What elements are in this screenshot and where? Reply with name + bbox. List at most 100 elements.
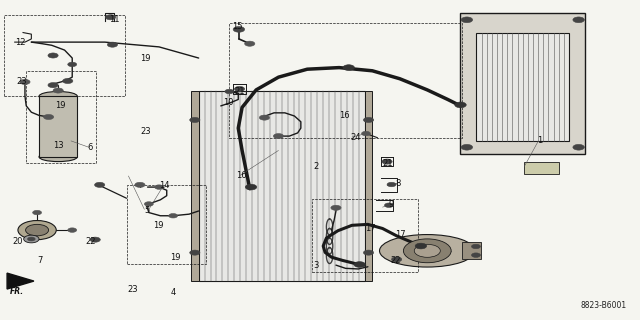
Circle shape	[48, 53, 58, 58]
Bar	[4, 15, 125, 96]
Circle shape	[472, 253, 481, 257]
Bar	[127, 186, 206, 264]
Text: 15: 15	[232, 22, 243, 31]
Circle shape	[461, 17, 472, 23]
Text: 16: 16	[339, 111, 350, 120]
Bar	[524, 162, 559, 174]
Circle shape	[18, 220, 56, 240]
Circle shape	[331, 205, 341, 210]
Text: 13: 13	[53, 141, 64, 150]
Bar	[26, 71, 97, 163]
Circle shape	[145, 202, 154, 206]
Text: 9: 9	[389, 200, 394, 209]
Circle shape	[364, 250, 374, 255]
Text: 4: 4	[170, 288, 176, 297]
Circle shape	[354, 262, 365, 268]
Circle shape	[44, 115, 54, 120]
Text: 1: 1	[537, 136, 542, 145]
Text: 17: 17	[365, 224, 375, 233]
Circle shape	[472, 244, 481, 249]
Text: 16: 16	[236, 172, 246, 180]
Text: 19: 19	[55, 101, 65, 110]
Text: 10: 10	[223, 98, 234, 107]
Circle shape	[90, 237, 100, 242]
Text: 21: 21	[383, 159, 393, 168]
Circle shape	[108, 42, 118, 47]
Circle shape	[189, 250, 200, 255]
Text: 12: 12	[15, 38, 25, 47]
Ellipse shape	[380, 235, 475, 267]
Circle shape	[33, 210, 42, 215]
Text: 22: 22	[85, 237, 95, 246]
Bar	[476, 33, 569, 141]
Bar	[462, 242, 481, 260]
Circle shape	[68, 228, 77, 232]
Circle shape	[169, 213, 177, 218]
Text: 23: 23	[140, 127, 150, 136]
Circle shape	[573, 17, 584, 23]
Text: FR.: FR.	[10, 287, 24, 296]
Circle shape	[259, 115, 269, 120]
Circle shape	[461, 144, 472, 150]
Text: 22: 22	[390, 256, 401, 265]
Bar	[461, 13, 585, 154]
Circle shape	[245, 184, 257, 190]
Circle shape	[392, 257, 402, 262]
Circle shape	[385, 203, 394, 207]
Circle shape	[225, 89, 234, 94]
Bar	[229, 23, 463, 138]
Bar	[39, 96, 77, 157]
Text: 19: 19	[153, 221, 163, 230]
Circle shape	[273, 133, 284, 139]
Circle shape	[403, 239, 451, 263]
Circle shape	[364, 117, 374, 123]
Text: 20: 20	[12, 237, 22, 246]
Circle shape	[68, 62, 77, 67]
Circle shape	[233, 27, 244, 32]
Bar	[191, 92, 198, 281]
Text: 5: 5	[145, 206, 150, 215]
Text: 21: 21	[234, 87, 245, 96]
Text: 2: 2	[314, 162, 319, 171]
Text: 19: 19	[170, 253, 180, 262]
Polygon shape	[7, 273, 34, 289]
Text: 8: 8	[396, 180, 401, 188]
Circle shape	[20, 79, 30, 84]
Text: 17: 17	[396, 230, 406, 239]
Circle shape	[414, 244, 440, 257]
Circle shape	[135, 182, 145, 188]
Text: 8823-B6001: 8823-B6001	[580, 301, 627, 310]
Ellipse shape	[39, 152, 77, 162]
Circle shape	[155, 185, 164, 189]
Circle shape	[573, 144, 584, 150]
Ellipse shape	[39, 92, 77, 101]
Circle shape	[24, 235, 39, 243]
Circle shape	[63, 78, 73, 84]
Circle shape	[28, 237, 35, 241]
Text: 14: 14	[159, 181, 170, 190]
Circle shape	[415, 243, 427, 249]
Text: 6: 6	[87, 143, 92, 152]
Circle shape	[244, 41, 255, 46]
Text: 11: 11	[109, 15, 120, 24]
Text: 23: 23	[127, 284, 138, 293]
Text: 7: 7	[38, 256, 43, 265]
Circle shape	[95, 182, 105, 188]
Circle shape	[343, 65, 355, 70]
Circle shape	[362, 131, 371, 136]
Circle shape	[387, 182, 396, 187]
Text: 19: 19	[140, 53, 150, 62]
Circle shape	[106, 15, 116, 20]
Bar	[365, 92, 372, 281]
Circle shape	[48, 83, 58, 88]
Bar	[312, 199, 418, 272]
Text: 23: 23	[17, 77, 28, 86]
Circle shape	[26, 224, 49, 236]
Text: 3: 3	[314, 261, 319, 270]
Bar	[198, 92, 365, 281]
Circle shape	[455, 102, 467, 108]
Circle shape	[234, 86, 244, 92]
Circle shape	[189, 117, 200, 123]
Text: 24: 24	[351, 133, 361, 142]
Circle shape	[53, 88, 63, 93]
